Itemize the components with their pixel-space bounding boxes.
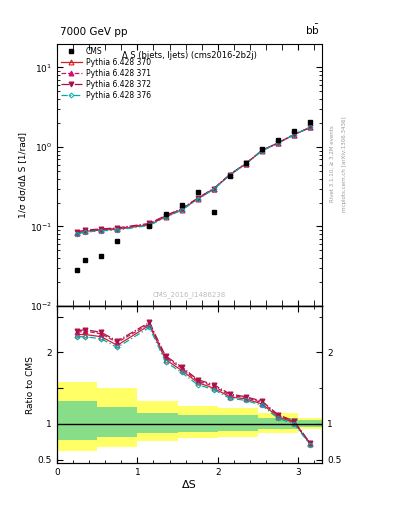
- Pythia 6.428 376: [228, 172, 232, 178]
- Pythia 6.428 370: [275, 140, 280, 146]
- Pythia 6.428 370: [147, 222, 152, 228]
- Pythia 6.428 370: [163, 214, 168, 220]
- Y-axis label: 1/σ dσ/dΔ S [1/rad]: 1/σ dσ/dΔ S [1/rad]: [18, 132, 27, 218]
- CMS: [275, 137, 280, 143]
- CMS: [83, 257, 88, 263]
- Pythia 6.428 376: [75, 231, 79, 237]
- Pythia 6.428 371: [75, 230, 79, 236]
- Text: Rivet 3.1.10, ≥ 3.2M events: Rivet 3.1.10, ≥ 3.2M events: [330, 125, 335, 202]
- Text: Δ S (bjets, ljets) (cms2016-2b2j): Δ S (bjets, ljets) (cms2016-2b2j): [122, 51, 257, 60]
- Pythia 6.428 376: [163, 215, 168, 221]
- CMS: [211, 209, 216, 216]
- CMS: [115, 238, 119, 244]
- X-axis label: ΔS: ΔS: [182, 480, 197, 490]
- CMS: [163, 210, 168, 217]
- Pythia 6.428 370: [292, 132, 296, 138]
- Pythia 6.428 371: [115, 225, 119, 231]
- Pythia 6.428 376: [308, 124, 312, 131]
- Pythia 6.428 372: [292, 132, 296, 138]
- Pythia 6.428 370: [75, 230, 79, 237]
- Text: b$\bar{\mathrm{b}}$: b$\bar{\mathrm{b}}$: [305, 23, 320, 37]
- Y-axis label: Ratio to CMS: Ratio to CMS: [26, 356, 35, 414]
- CMS: [99, 253, 104, 260]
- Line: Pythia 6.428 376: Pythia 6.428 376: [75, 126, 312, 236]
- Pythia 6.428 371: [292, 132, 296, 138]
- Pythia 6.428 376: [260, 147, 264, 154]
- Pythia 6.428 372: [195, 195, 200, 201]
- CMS: [260, 145, 264, 152]
- Pythia 6.428 370: [115, 226, 119, 232]
- Pythia 6.428 372: [211, 185, 216, 191]
- Pythia 6.428 372: [308, 124, 312, 131]
- CMS: [292, 127, 296, 134]
- CMS: [308, 119, 312, 125]
- Pythia 6.428 372: [147, 220, 152, 226]
- Pythia 6.428 370: [308, 124, 312, 131]
- CMS: [179, 202, 184, 208]
- Pythia 6.428 371: [244, 160, 248, 166]
- Pythia 6.428 370: [83, 228, 88, 234]
- CMS: [244, 160, 248, 166]
- Legend: CMS, Pythia 6.428 370, Pythia 6.428 371, Pythia 6.428 372, Pythia 6.428 376: CMS, Pythia 6.428 370, Pythia 6.428 371,…: [59, 46, 152, 101]
- Pythia 6.428 376: [147, 222, 152, 228]
- Text: 7000 GeV pp: 7000 GeV pp: [60, 27, 127, 37]
- Pythia 6.428 372: [99, 226, 104, 232]
- Pythia 6.428 372: [275, 140, 280, 146]
- Pythia 6.428 371: [211, 186, 216, 192]
- Line: Pythia 6.428 372: Pythia 6.428 372: [75, 125, 313, 234]
- Pythia 6.428 376: [244, 161, 248, 167]
- Pythia 6.428 370: [179, 207, 184, 213]
- Pythia 6.428 370: [211, 186, 216, 192]
- Pythia 6.428 376: [115, 227, 119, 233]
- Pythia 6.428 372: [244, 160, 248, 166]
- Pythia 6.428 376: [195, 196, 200, 202]
- Pythia 6.428 371: [99, 227, 104, 233]
- Pythia 6.428 372: [179, 206, 184, 212]
- Text: CMS_2016_I1486238: CMS_2016_I1486238: [153, 291, 226, 298]
- Line: Pythia 6.428 371: Pythia 6.428 371: [75, 125, 313, 236]
- Pythia 6.428 371: [228, 172, 232, 178]
- Pythia 6.428 371: [163, 213, 168, 219]
- Pythia 6.428 372: [83, 227, 88, 233]
- Pythia 6.428 371: [260, 147, 264, 154]
- Pythia 6.428 372: [228, 172, 232, 178]
- Pythia 6.428 370: [260, 147, 264, 154]
- Pythia 6.428 370: [195, 196, 200, 202]
- Pythia 6.428 372: [163, 212, 168, 219]
- Pythia 6.428 370: [99, 227, 104, 233]
- CMS: [147, 223, 152, 229]
- CMS: [75, 267, 79, 273]
- Pythia 6.428 376: [211, 186, 216, 193]
- Pythia 6.428 376: [179, 207, 184, 214]
- Pythia 6.428 370: [228, 172, 232, 178]
- Pythia 6.428 372: [260, 147, 264, 154]
- Pythia 6.428 371: [83, 228, 88, 234]
- Line: Pythia 6.428 370: Pythia 6.428 370: [75, 125, 313, 236]
- Pythia 6.428 371: [308, 124, 312, 131]
- Pythia 6.428 370: [244, 161, 248, 167]
- Pythia 6.428 376: [292, 132, 296, 138]
- Pythia 6.428 371: [179, 206, 184, 212]
- Pythia 6.428 376: [83, 229, 88, 235]
- Pythia 6.428 371: [275, 140, 280, 146]
- Pythia 6.428 372: [75, 229, 79, 235]
- Pythia 6.428 376: [275, 140, 280, 146]
- Text: mcplots.cern.ch [arXiv:1306.3436]: mcplots.cern.ch [arXiv:1306.3436]: [342, 116, 347, 211]
- Pythia 6.428 372: [115, 225, 119, 231]
- Pythia 6.428 376: [99, 228, 104, 234]
- Pythia 6.428 371: [195, 196, 200, 202]
- CMS: [195, 189, 200, 195]
- Pythia 6.428 371: [147, 221, 152, 227]
- CMS: [228, 173, 232, 179]
- Line: CMS: CMS: [75, 120, 313, 273]
